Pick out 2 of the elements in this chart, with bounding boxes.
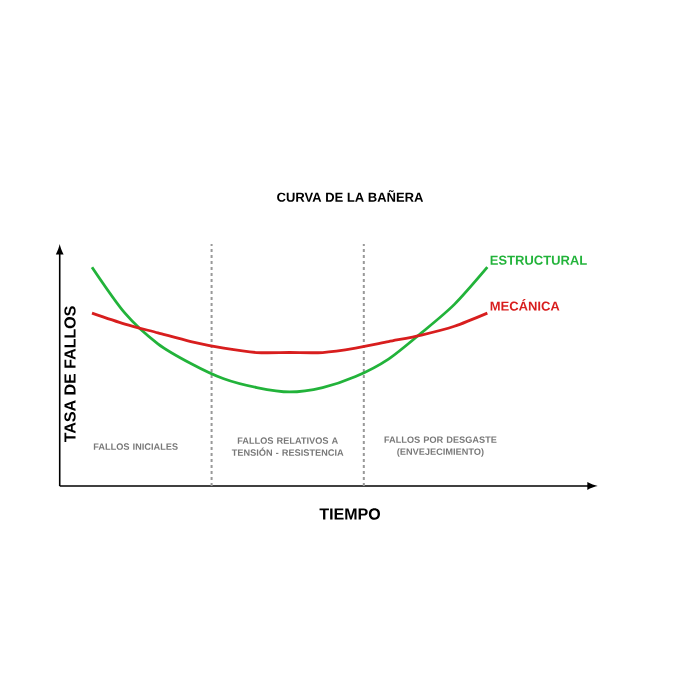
y-axis-title: TASA DE FALLOS <box>64 306 76 443</box>
x-axis-title: TIEMPO <box>319 508 380 520</box>
